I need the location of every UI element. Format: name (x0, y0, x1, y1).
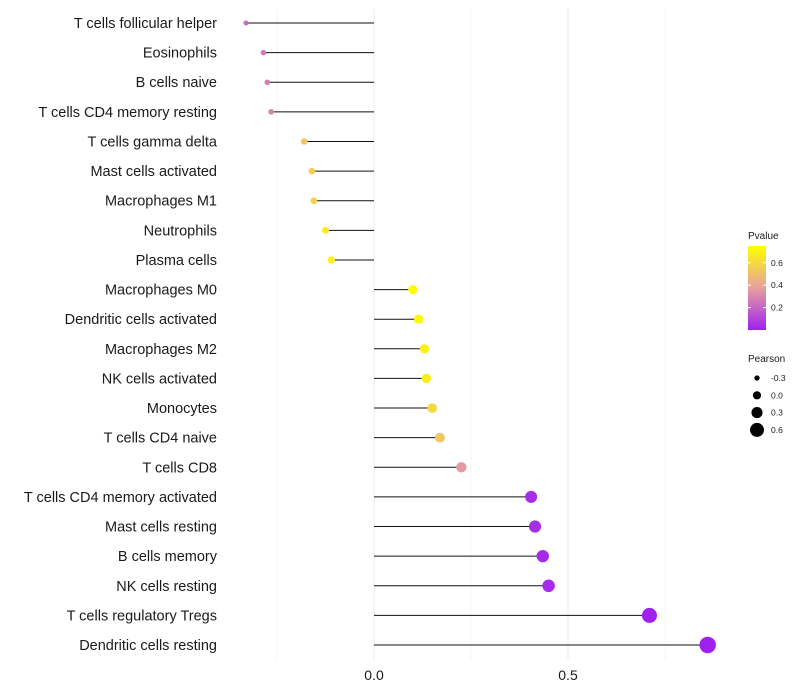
pvalue-legend: Pvalue 0.2 0.4 0.6 (748, 231, 783, 330)
lollipop-point (243, 20, 249, 26)
lollipop-point (435, 432, 445, 443)
category-label: Dendritic cells activated (65, 312, 217, 328)
lollipop-point (641, 607, 657, 623)
pearson-legend-label: 0.3 (771, 408, 783, 418)
category-label: Mast cells activated (90, 164, 217, 180)
category-label: Dendritic cells resting (79, 638, 217, 654)
pearson-legend: Pearson -0.3 0.0 0.3 0.6 (748, 354, 786, 437)
pearson-legend-key (750, 422, 764, 437)
category-label: NK cells resting (116, 579, 217, 595)
lollipop-point (408, 284, 418, 295)
category-label: Macrophages M0 (105, 283, 217, 299)
category-label: T cells gamma delta (88, 134, 218, 150)
category-label: T cells regulatory Tregs (67, 608, 217, 624)
category-label: B cells memory (118, 549, 218, 565)
category-label: Monocytes (147, 401, 217, 417)
category-label: Neutrophils (144, 223, 217, 239)
category-label: Mast cells resting (105, 520, 217, 536)
lollipop-point (427, 403, 438, 413)
category-label: T cells CD8 (142, 460, 217, 476)
pvalue-legend-label: 0.4 (771, 280, 783, 290)
category-label: Plasma cells (136, 253, 217, 269)
pvalue-colorbar (748, 246, 766, 330)
lollipop-point (327, 256, 335, 264)
lollipop-point (542, 579, 555, 593)
category-label: T cells follicular helper (74, 16, 217, 32)
lollipop-point (413, 314, 424, 324)
category-label: Macrophages M2 (105, 342, 217, 358)
lollipop-point (260, 49, 267, 56)
pearson-legend-label: 0.6 (771, 425, 783, 435)
pearson-legend-items: -0.3 0.0 0.3 0.6 (750, 373, 786, 437)
lollipop-point (456, 462, 467, 473)
lollipop-point (536, 549, 549, 563)
pvalue-legend-title: Pvalue (748, 231, 779, 242)
category-label: T cells CD4 naive (104, 431, 217, 447)
x-tick-label: 0.0 (364, 667, 384, 683)
lollipop-point (264, 79, 271, 86)
x-tick-label: 0.5 (558, 667, 578, 683)
lollipop-point (419, 344, 430, 354)
pearson-legend-key (754, 375, 760, 381)
category-label: Eosinophils (143, 46, 217, 62)
pearson-legend-key (752, 391, 762, 400)
pearson-legend-title: Pearson (748, 354, 785, 365)
lollipop-point (528, 520, 542, 533)
category-label: B cells naive (136, 75, 217, 91)
category-label: T cells CD4 memory resting (38, 105, 217, 121)
lollipop-point (421, 373, 432, 384)
lollipop-point (322, 226, 329, 234)
category-label: T cells CD4 memory activated (24, 490, 217, 506)
pearson-legend-label: 0.0 (771, 390, 783, 400)
lollipop-point (308, 167, 316, 175)
pearson-legend-key (751, 407, 763, 419)
lollipop-point (268, 109, 275, 115)
lollipop-stems (245, 22, 708, 646)
lollipop-points (243, 20, 716, 654)
pvalue-legend-label: 0.6 (771, 258, 783, 268)
pvalue-legend-ticks: 0.2 0.4 0.6 (748, 258, 783, 313)
lollipop-point (525, 490, 538, 503)
lollipop-point (300, 138, 308, 145)
grid-lines (276, 8, 666, 660)
lollipop-point (699, 636, 716, 654)
category-labels: T cells follicular helper Eosinophils B ce… (24, 16, 218, 654)
pearson-legend-label: -0.3 (771, 373, 786, 383)
category-label: NK cells activated (102, 371, 217, 387)
pvalue-legend-label: 0.2 (771, 303, 783, 313)
x-axis-tick-labels: 0.0 0.5 (364, 667, 578, 683)
category-label: Macrophages M1 (105, 194, 217, 210)
lollipop-point (310, 197, 318, 205)
